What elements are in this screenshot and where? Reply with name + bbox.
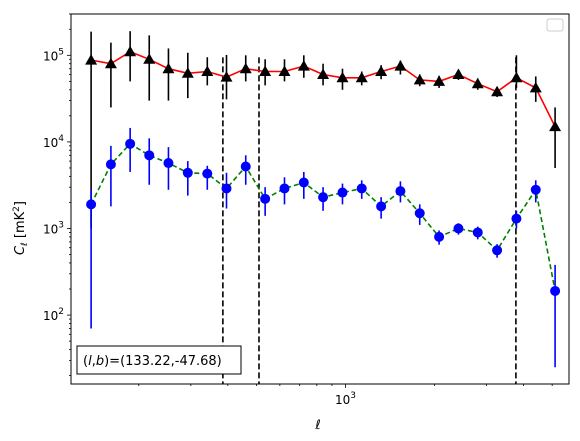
data-point — [394, 60, 407, 71]
data-point — [105, 159, 116, 170]
data-point — [453, 223, 464, 234]
data-layer — [85, 31, 562, 384]
data-point — [124, 45, 137, 57]
data-point — [318, 192, 329, 203]
data-point — [529, 81, 542, 93]
data-point — [104, 57, 117, 69]
y-tick-label: 103 — [43, 220, 64, 236]
annotation-text: (l,b)=(133.22,-47.68) — [83, 354, 222, 369]
y-tick-label: 104 — [43, 134, 64, 150]
data-point — [413, 73, 426, 85]
series-2 — [86, 127, 561, 368]
data-point — [239, 62, 252, 74]
data-point — [433, 75, 446, 86]
data-point — [355, 71, 368, 83]
data-point — [221, 183, 232, 194]
data-point — [414, 208, 425, 219]
data-point — [202, 168, 213, 179]
y-tick-label: 102 — [43, 307, 64, 323]
x-tick-label: 103 — [335, 391, 356, 407]
y-tick-label: 105 — [43, 47, 64, 63]
data-point — [510, 71, 523, 83]
data-point — [395, 186, 406, 197]
data-point — [86, 199, 97, 210]
plot-area-frame — [70, 13, 570, 385]
data-point — [530, 184, 541, 195]
data-point — [85, 54, 98, 65]
data-point — [181, 67, 194, 78]
data-point — [452, 68, 465, 80]
data-point — [375, 65, 388, 77]
data-point — [182, 167, 193, 178]
data-point — [471, 77, 484, 89]
data-point — [337, 187, 348, 198]
data-point — [298, 177, 309, 188]
x-axis-label: ℓ — [314, 418, 320, 433]
data-point — [259, 65, 272, 77]
data-point — [279, 183, 290, 194]
data-point — [549, 120, 562, 132]
data-point — [491, 85, 504, 97]
data-point — [278, 65, 291, 77]
data-point — [144, 150, 155, 161]
data-point — [376, 201, 387, 212]
data-point — [143, 53, 156, 64]
data-point — [125, 138, 136, 149]
data-point — [297, 60, 310, 71]
data-point — [317, 68, 330, 80]
data-point — [201, 65, 214, 77]
annotation-box: (l,b)=(133.22,-47.68) — [76, 345, 242, 375]
data-point — [492, 245, 503, 256]
data-point — [163, 158, 174, 169]
legend-box — [546, 18, 564, 32]
data-point — [511, 213, 522, 224]
data-point — [550, 285, 561, 296]
data-point — [336, 71, 349, 83]
data-point — [434, 231, 445, 242]
data-point — [356, 183, 367, 194]
series-1 — [85, 31, 562, 229]
data-point — [162, 62, 175, 74]
y-axis-label: Cℓ [mK2] — [12, 201, 30, 255]
data-point — [240, 161, 251, 172]
data-point — [472, 227, 483, 238]
data-point — [260, 193, 271, 204]
data-point — [220, 71, 233, 82]
